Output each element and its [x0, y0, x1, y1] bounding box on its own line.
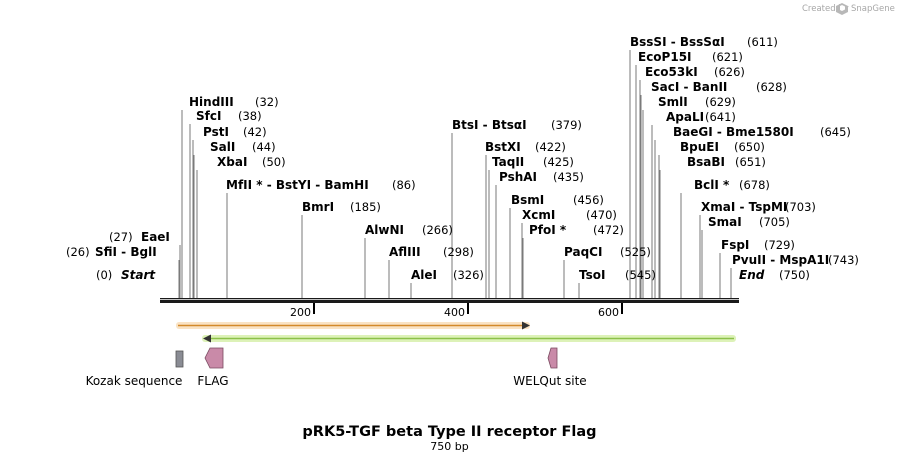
site-label: BstXI	[485, 140, 521, 154]
site-label: SfcI	[196, 109, 221, 123]
site-position: (470)	[586, 208, 617, 222]
site-position: (326)	[453, 268, 484, 282]
site-position: (641)	[705, 110, 736, 124]
site-position: (729)	[764, 238, 795, 252]
site-position: (425)	[543, 155, 574, 169]
site-label: BsmI	[511, 193, 544, 207]
site-position: (266)	[422, 223, 453, 237]
site-label: BmrI	[302, 200, 334, 214]
site-position: (626)	[714, 65, 745, 79]
map-title: pRK5-TGF beta Type II receptor Flag	[302, 424, 596, 440]
site-label: BsaBI	[687, 155, 725, 169]
site-position: (525)	[620, 245, 651, 259]
site-label: SfiI - BglI	[95, 245, 157, 259]
site-label: BssSI - BssSαI	[630, 35, 725, 49]
site-position: (298)	[443, 245, 474, 259]
site-position: (27)	[109, 230, 133, 244]
site-label: EcoP15I	[638, 50, 692, 64]
site-label: BaeGI - Bme1580I	[673, 125, 794, 139]
site-label: AflIII	[389, 245, 421, 259]
site-position: (645)	[820, 125, 851, 139]
site-label: BpuEI	[680, 140, 719, 154]
site-label: PaqCI	[564, 245, 602, 259]
site-label: HindIII	[189, 95, 234, 109]
site-position: (42)	[243, 125, 267, 139]
site-position: (50)	[262, 155, 286, 169]
site-position: (611)	[747, 35, 778, 49]
welqut-site-feature	[547, 347, 558, 369]
start-label: Start	[121, 268, 156, 282]
site-label: BclI *	[694, 178, 730, 192]
scale-ticks: 200 400 600	[290, 303, 623, 319]
site-label: TaqII	[492, 155, 524, 169]
site-position: (545)	[625, 268, 656, 282]
snapgene-logo-icon	[836, 3, 848, 15]
site-position: (32)	[255, 95, 279, 109]
site-position: (26)	[66, 245, 90, 259]
site-label: MfII * - BstYI - BamHI	[226, 178, 369, 192]
site-label: PstI	[203, 125, 229, 139]
site-position: (86)	[392, 178, 416, 192]
site-label: SacI - BanII	[651, 80, 727, 94]
site-position: (678)	[739, 178, 770, 192]
site-position: (629)	[705, 95, 736, 109]
site-label: Eco53kI	[645, 65, 698, 79]
site-label: BtsI - BtsαI	[452, 118, 527, 132]
site-position: (422)	[535, 140, 566, 154]
kozak-sequence-label: Kozak sequence	[86, 374, 183, 388]
start-position: (0)	[96, 268, 112, 282]
site-position: (472)	[593, 223, 624, 237]
end-position: (750)	[779, 268, 810, 282]
site-label: XbaI	[217, 155, 247, 169]
flag-feature	[204, 347, 224, 369]
credit-brand: SnapGene	[851, 4, 895, 14]
site-label: TsoI	[579, 268, 605, 282]
site-label: SmaI	[708, 215, 742, 229]
site-label: AlwNI	[365, 223, 404, 237]
site-position: (185)	[350, 200, 381, 214]
credit-text: Created by	[802, 4, 849, 14]
end-label: End	[739, 268, 765, 282]
site-position: (703)	[785, 200, 816, 214]
site-position: (628)	[756, 80, 787, 94]
tick-label-200: 200	[290, 306, 311, 319]
site-label: PshAI	[499, 170, 537, 184]
site-position: (651)	[735, 155, 766, 169]
site-position: (38)	[238, 109, 262, 123]
site-label: SalI	[210, 140, 235, 154]
site-position: (456)	[573, 193, 604, 207]
map-subtitle: 750 bp	[430, 440, 468, 453]
site-label: EaeI	[141, 230, 170, 244]
flag-label: FLAG	[197, 374, 228, 388]
green-orf-arrow	[202, 334, 736, 343]
site-leader-lines	[178, 50, 732, 298]
site-label: PfoI *	[529, 223, 567, 237]
kozak-sequence-feature	[175, 350, 184, 368]
site-label: AleI	[411, 268, 437, 282]
site-position: (435)	[553, 170, 584, 184]
site-label: PvuII - MspA1I	[732, 253, 829, 267]
orange-orf-arrow	[176, 321, 530, 330]
site-label: ApaLI	[666, 110, 704, 124]
restriction-site-labels: HindIII (32) SfcI (38) PstI (42) SalI (44) XbaI (…	[66, 35, 859, 282]
site-position: (743)	[828, 253, 859, 267]
tick-label-400: 400	[444, 306, 465, 319]
site-label: SmlI	[658, 95, 688, 109]
site-label: XmaI - TspMI	[701, 200, 787, 214]
site-position: (44)	[252, 140, 276, 154]
dna-backbone	[160, 298, 739, 303]
tick-label-600: 600	[598, 306, 619, 319]
site-position: (379)	[551, 118, 582, 132]
site-position: (621)	[712, 50, 743, 64]
site-position: (705)	[759, 215, 790, 229]
site-position: (650)	[734, 140, 765, 154]
site-label: XcmI	[522, 208, 555, 222]
welqut-site-label: WELQut site	[513, 374, 586, 388]
site-label: FspI	[721, 238, 749, 252]
